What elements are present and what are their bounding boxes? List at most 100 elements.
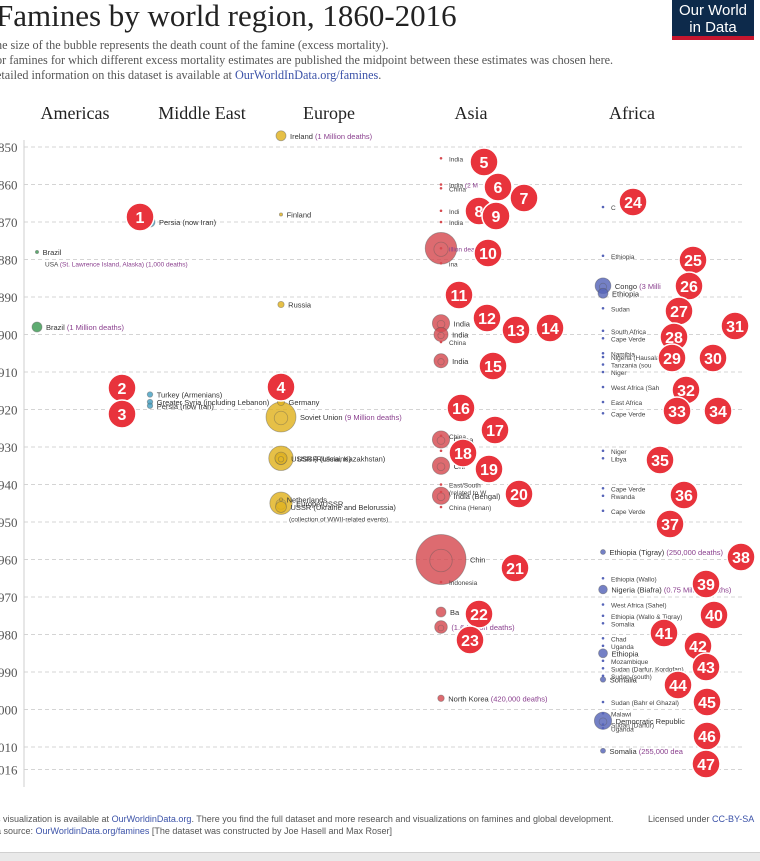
bubble-label: Russia <box>288 301 312 310</box>
marker-number: 36 <box>675 488 693 505</box>
source-link[interactable]: OurWorldinData.org/famines <box>35 826 150 836</box>
bubble-label: India (Bengal) <box>454 492 501 501</box>
marker-number: 26 <box>680 279 698 296</box>
small-famine-dot <box>439 209 443 213</box>
bubble-label: Ethiopia (Tigray) (250,000 deaths) <box>610 548 724 557</box>
marker-number: 10 <box>479 246 497 263</box>
famine-bubble-inner <box>436 462 446 472</box>
marker-badge <box>481 201 511 231</box>
small-famine-dot <box>601 644 605 648</box>
small-famine-dot <box>601 400 605 404</box>
famine-label: China <box>449 340 466 347</box>
marker-number: 37 <box>661 517 679 534</box>
y-tick-label: 850 <box>0 140 18 155</box>
small-famine-dot <box>601 351 605 355</box>
famine-bubble <box>274 451 288 465</box>
marker-badge <box>726 542 756 572</box>
marker-badge <box>618 187 648 217</box>
famine-label: West Africa (Sah <box>611 385 660 392</box>
famine-bubble-inner <box>433 241 449 257</box>
y-tick-label: 950 <box>0 515 18 530</box>
marker-badge <box>448 438 478 468</box>
famine-bubble <box>277 300 285 309</box>
famine-bubble <box>593 711 613 730</box>
subtitle-line-3: etailed information on this dataset is a… <box>0 68 381 83</box>
bubble-label: Brazil <box>43 248 62 257</box>
region-header: Africa <box>609 103 655 123</box>
small-famine-dot <box>601 636 605 640</box>
marker-badge <box>669 480 699 510</box>
small-famine-dot <box>601 329 605 333</box>
marker-number: 3 <box>118 407 127 424</box>
famine-label: Mozambique <box>611 659 649 666</box>
logo-line-1: Our World <box>678 2 748 19</box>
footer-text-b: . There you find the full dataset and mo… <box>191 814 614 824</box>
famine-bubble <box>431 486 451 505</box>
footer-text-a: s visualization is available at <box>0 814 112 824</box>
famine-label: Sudan (Bahr el Ghazal) <box>611 700 679 707</box>
y-tick-label: 980 <box>0 628 18 643</box>
owid-logo[interactable]: Our World in Data <box>672 0 754 40</box>
y-tick-label: 900 <box>0 328 18 343</box>
y-tick-label: 890 <box>0 290 18 305</box>
small-famine-dot <box>601 726 605 730</box>
subtitle-line-1: he size of the bubble represents the dea… <box>0 38 389 52</box>
famine-label: Sudan <box>611 306 630 313</box>
famine-label: Chad <box>611 636 627 643</box>
famine-bubble-inner <box>277 456 285 463</box>
license-notice: Licensed under CC-BY-SA <box>648 814 754 824</box>
bubble-label: Soviet Union (9 Million deaths) <box>300 413 402 422</box>
famine-label: West Africa (Sahel) <box>611 603 667 610</box>
famine-bubble <box>146 402 154 409</box>
small-famine-dot <box>601 621 605 625</box>
marker-number: 18 <box>454 446 472 463</box>
footer-owid-link[interactable]: OurWorldinData.org <box>111 814 192 824</box>
famine-bubble <box>275 501 287 513</box>
bubble-label: Netherlands <box>287 496 328 505</box>
famine-label: Cape Verde <box>611 336 646 343</box>
small-famine-dot <box>601 666 605 670</box>
marker-badge <box>473 238 503 268</box>
famine-label: South Africa <box>611 329 646 336</box>
famine-label: C <box>611 205 616 212</box>
marker-badge <box>674 271 704 301</box>
marker-badge <box>455 625 485 655</box>
marker-number: 25 <box>684 253 702 270</box>
small-famine-dot <box>601 486 605 490</box>
small-famine-dot <box>601 411 605 415</box>
bubble-label: USSR (Russia, Kazakhstan) <box>291 454 386 463</box>
bubble-label: Somalia <box>610 676 638 685</box>
famine-label: Namibia <box>611 351 635 358</box>
famine-label: Sudan (south) <box>611 674 652 681</box>
marker-number: 40 <box>705 608 723 625</box>
bubble-label: Turkey (Armenians) <box>157 391 223 400</box>
famine-label: Ethiopia (Wallo) <box>611 576 657 583</box>
marker-badge <box>478 351 508 381</box>
marker-number: 9 <box>492 209 501 226</box>
marker-number: 38 <box>732 550 750 567</box>
dataset-link[interactable]: OurWorldInData.org/famines <box>234 68 379 82</box>
small-famine-dot <box>439 183 443 186</box>
marker-number: 23 <box>461 633 479 650</box>
bubble-label: Ethiopia <box>612 289 640 298</box>
license-link[interactable]: CC-BY-SA <box>712 814 755 824</box>
famine-label: Cape Verde <box>611 411 646 418</box>
famine-bubble <box>600 549 606 555</box>
bubble-label: Greater Syria (including Lebanon) <box>157 398 270 407</box>
bubble-label: Germany <box>289 398 320 407</box>
small-famine-dot <box>601 614 605 618</box>
marker-badge <box>464 599 494 629</box>
small-famine-dot <box>439 186 443 190</box>
famine-bubble-inner <box>437 358 445 366</box>
small-famine-dot <box>601 355 605 359</box>
marker-number: 44 <box>669 678 687 695</box>
small-famine-dot <box>601 456 605 460</box>
source-text: [The dataset was constructed by Joe Hase… <box>149 826 393 836</box>
y-tick-label: 960 <box>0 553 18 568</box>
famine-label: China <box>449 186 466 193</box>
marker-badge <box>662 396 692 426</box>
famine-label: Niger <box>611 370 627 377</box>
famine-label: India <box>449 220 463 227</box>
famine-label: Ethiopia (Wallo & Tigray) <box>611 614 682 621</box>
marker-number: 1 <box>136 210 145 227</box>
